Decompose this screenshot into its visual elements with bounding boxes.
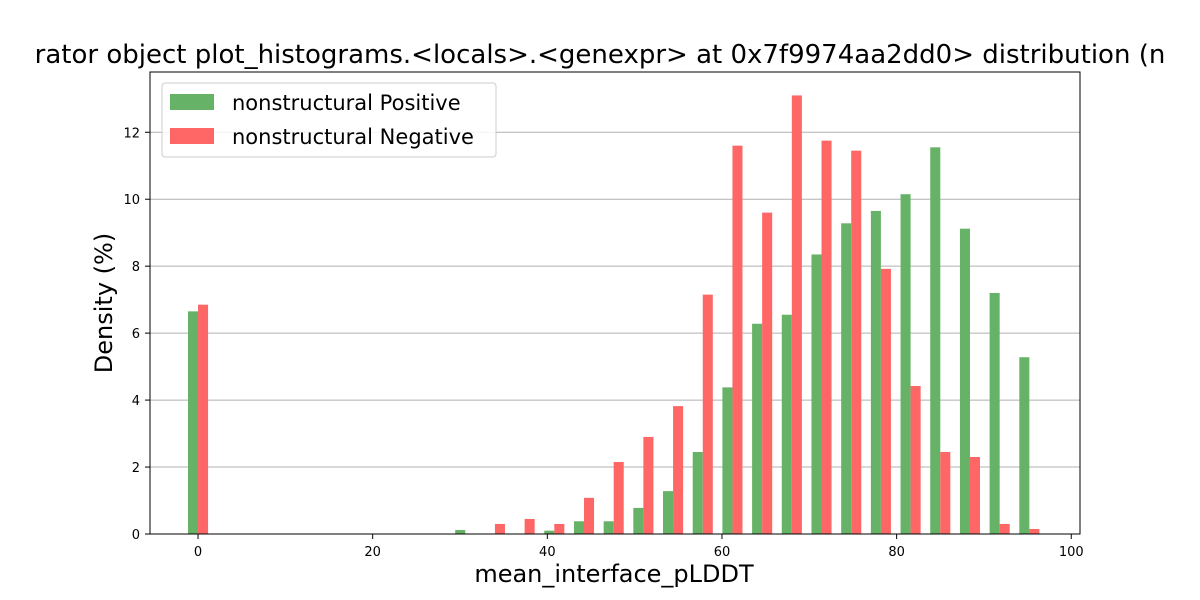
bar-negative bbox=[524, 518, 535, 534]
bar-positive bbox=[722, 387, 733, 534]
bar-negative bbox=[702, 294, 713, 534]
bar-negative bbox=[821, 140, 832, 534]
bar-positive bbox=[573, 521, 584, 534]
legend-label-negative: nonstructural Negative bbox=[232, 125, 474, 149]
bar-negative bbox=[791, 95, 802, 534]
y-tick-label: 8 bbox=[132, 260, 140, 275]
legend: nonstructural Positive nonstructural Neg… bbox=[161, 82, 497, 158]
axis-ticks: 0 20 40 60 80 100 0 2 4 6 8 10 12 bbox=[123, 126, 1083, 560]
bar-negative bbox=[910, 386, 921, 534]
bar-negative bbox=[999, 523, 1010, 534]
bar-positive bbox=[544, 530, 555, 534]
bar-negative bbox=[554, 523, 565, 534]
bar-negative bbox=[969, 457, 981, 534]
y-tick-label: 2 bbox=[132, 461, 140, 476]
bar-positive bbox=[811, 254, 822, 534]
bar-positive bbox=[870, 210, 881, 534]
y-tick-label: 0 bbox=[132, 528, 140, 543]
x-axis-label: mean_interface_pLDDT bbox=[474, 560, 754, 588]
x-tick-label: 0 bbox=[194, 545, 202, 560]
bar-positive bbox=[989, 292, 1000, 534]
bar-negative bbox=[673, 406, 684, 534]
bar-positive bbox=[900, 194, 911, 534]
bars bbox=[187, 95, 1040, 535]
bar-positive bbox=[603, 521, 614, 534]
bar-positive bbox=[930, 147, 941, 534]
bar-negative bbox=[1029, 528, 1040, 534]
y-axis-label: Density (%) bbox=[90, 233, 118, 373]
bar-negative bbox=[762, 212, 773, 534]
bar-negative bbox=[940, 451, 951, 534]
bar-positive bbox=[841, 223, 852, 535]
bar-positive bbox=[633, 507, 644, 534]
x-tick-label: 40 bbox=[539, 545, 556, 560]
x-tick-label: 20 bbox=[364, 545, 381, 560]
bar-positive bbox=[781, 314, 792, 534]
bar-negative bbox=[494, 523, 505, 534]
y-tick-label: 6 bbox=[132, 327, 140, 342]
x-tick-label: 80 bbox=[888, 545, 905, 560]
legend-swatch-positive bbox=[170, 94, 214, 110]
bar-negative bbox=[613, 462, 624, 534]
x-tick-label: 60 bbox=[714, 545, 731, 560]
chart-title: rator object plot_histograms.<locals>.<g… bbox=[35, 40, 1166, 70]
bar-positive bbox=[1019, 357, 1030, 534]
y-tick-label: 10 bbox=[123, 193, 140, 208]
bar-negative bbox=[851, 150, 862, 534]
bar-positive bbox=[959, 228, 970, 534]
bar-positive bbox=[692, 451, 703, 534]
bar-negative bbox=[643, 436, 654, 534]
y-tick-label: 4 bbox=[132, 394, 140, 409]
plot-frame bbox=[149, 71, 1081, 535]
bar-positive bbox=[752, 323, 763, 534]
legend-box bbox=[161, 82, 497, 158]
bar-negative bbox=[732, 145, 743, 535]
legend-swatch-negative bbox=[170, 128, 214, 144]
x-tick-label: 100 bbox=[1059, 545, 1084, 560]
bar-negative bbox=[584, 497, 595, 534]
legend-label-positive: nonstructural Positive bbox=[232, 91, 461, 115]
bar-positive bbox=[663, 491, 674, 534]
bar-negative bbox=[198, 304, 209, 534]
bar-positive bbox=[455, 529, 466, 534]
y-tick-label: 12 bbox=[123, 126, 140, 141]
bar-negative bbox=[880, 268, 891, 534]
bar-positive bbox=[187, 311, 199, 534]
